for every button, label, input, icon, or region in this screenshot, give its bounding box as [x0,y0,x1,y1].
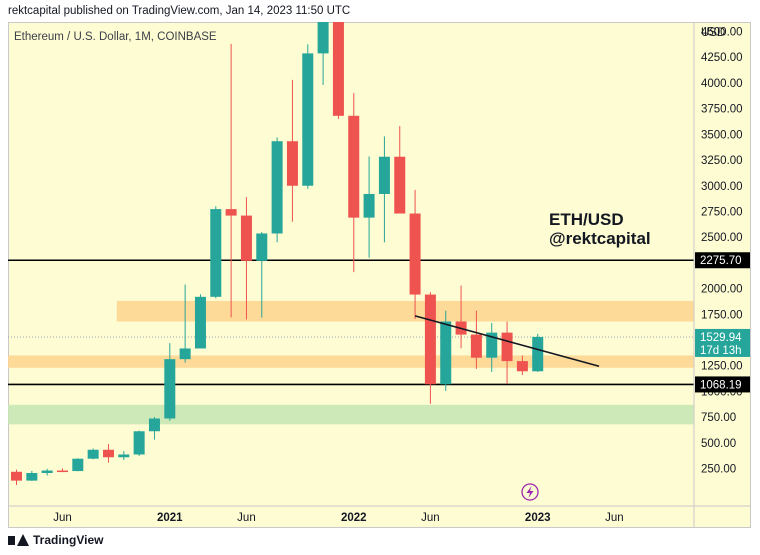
candle-2020-11 [133,431,145,455]
candle-2022-07 [440,321,452,385]
support-zone-1 [8,355,694,368]
candlestick-chart[interactable]: USD250.00500.00750.001000.001250.001500.… [8,22,751,528]
y-tick-label: 3000.00 [701,181,743,193]
publish-header: rektcapital published on TradingView.com… [8,5,351,17]
y-tick-label: 2500.00 [701,232,743,244]
candle-2020-07 [72,458,84,472]
tradingview-brand: TradingView [33,533,104,547]
x-tick-label: Jun [53,512,72,524]
tradingview-footer: TradingView [8,533,103,547]
y-tick-label: 500.00 [701,438,736,450]
support-zone-2 [8,404,694,425]
current-price-countdown: 17d 13h [700,345,742,357]
candle-2022-05 [409,213,421,295]
tradingview-logo-icon [8,534,29,546]
candle-2022-06 [424,294,436,385]
candle-2021-10 [302,53,314,186]
candle-2022-01 [348,115,360,218]
y-tick-label: 3250.00 [701,155,743,167]
level-label-0: 2275.70 [700,255,742,267]
candle-2020-05 [41,470,53,474]
candle-2020-10 [118,454,130,458]
level-label-box-0 [695,252,750,269]
current-price-label: 1529.94 [700,332,742,344]
candle-2020-06 [56,470,68,473]
lightning-bolt [526,486,534,498]
candle-2021-01 [164,359,176,419]
x-tick-label: 2022 [341,512,367,524]
lightning-icon [521,483,539,501]
y-tick-label: 3500.00 [701,129,743,141]
candle-2021-04 [210,209,222,297]
y-tick-label: 1750.00 [701,309,743,321]
candle-2022-10 [486,332,498,358]
candle-2020-08 [87,449,99,459]
support-zone-0 [116,300,694,322]
candle-2021-11 [317,22,329,54]
candle-2021-07 [256,233,268,261]
candle-2023-01 [532,336,544,372]
y-tick-label: 2750.00 [701,206,743,218]
x-tick-label: Jun [237,512,256,524]
annotation-line-0: ETH/USD [549,210,624,229]
x-tick-label: 2023 [525,512,551,524]
candle-2020-12 [148,418,160,432]
candle-2021-08 [271,141,283,234]
y-tick-label: 4500.00 [701,26,743,38]
price-axis-currency: USD [701,27,725,39]
y-tick-label: 2000.00 [701,284,743,296]
symbol-label: Ethereum / U.S. Dollar, 1M, COINBASE [14,31,217,43]
candle-2021-06 [240,215,252,261]
y-tick-label: 1250.00 [701,361,743,373]
candle-2022-12 [516,361,528,372]
candle-2020-03 [11,471,22,481]
y-tick-label: 4250.00 [701,52,743,64]
y-tick-label: 250.00 [701,464,736,476]
candle-2022-03 [378,156,390,194]
x-tick-label: 2021 [157,512,183,524]
candle-2022-04 [394,156,406,214]
x-tick-label: Jun [605,512,624,524]
candle-2021-02 [179,348,191,360]
y-tick-label: 4000.00 [701,78,743,90]
candle-2021-03 [194,296,206,349]
candle-2021-05 [225,209,237,216]
candle-2022-02 [363,193,375,218]
current-price-box [695,328,750,357]
candle-2020-09 [102,449,114,458]
level-label-box-1 [695,376,750,393]
candle-2022-11 [501,332,513,362]
candle-2021-09 [286,141,298,186]
x-tick-label: Jun [421,512,440,524]
chart-panel [8,22,751,528]
annotation-line-1: @rektcapital [549,229,651,248]
candle-2022-09 [470,334,482,358]
y-tick-label: 3750.00 [701,104,743,116]
candle-2021-12 [332,22,344,116]
trendline [414,315,600,368]
y-tick-label: 750.00 [701,412,736,424]
level-label-1: 1068.19 [700,379,742,391]
candle-2020-04 [26,473,38,481]
